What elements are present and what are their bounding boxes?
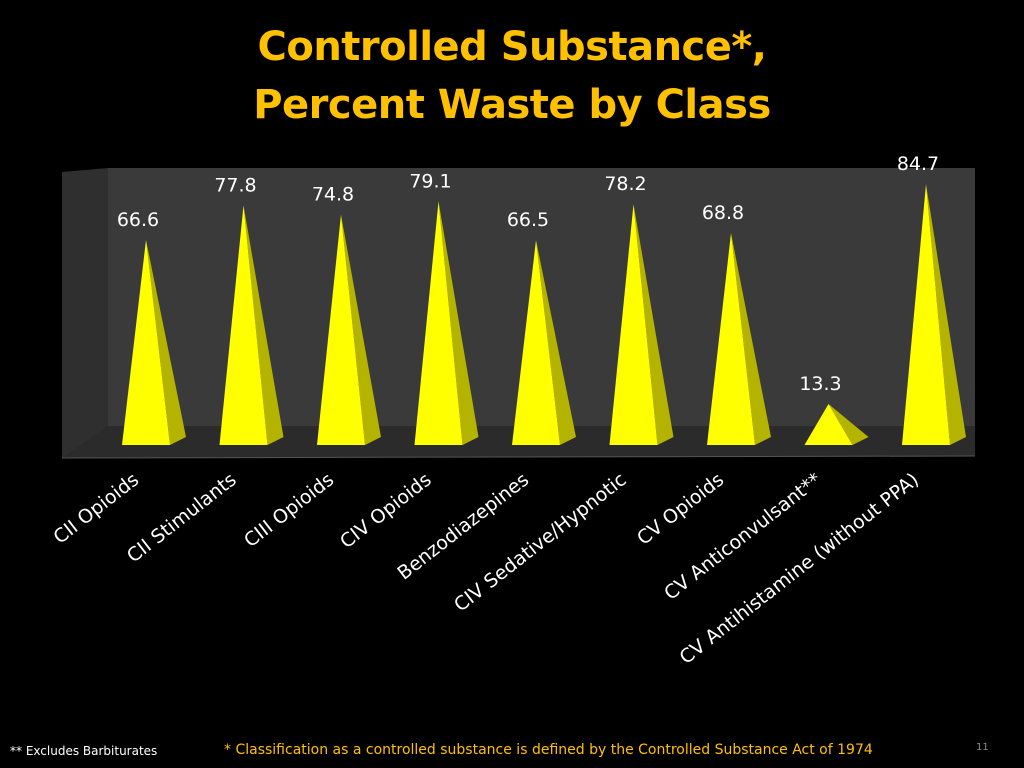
bar-8 — [804, 404, 869, 445]
category-label: CII Opioids — [49, 469, 143, 549]
chart-bars — [122, 184, 966, 445]
category-label: CV Opioids — [633, 469, 728, 550]
bar-7 — [707, 233, 771, 445]
bar-front-face — [902, 184, 950, 445]
data-label: 79.1 — [409, 170, 451, 192]
data-label: 84.7 — [897, 153, 939, 175]
bar-side-face — [341, 214, 381, 445]
bar-side-face — [536, 240, 576, 445]
title-line-2: Percent Waste by Class — [253, 82, 771, 128]
chart-side-wall — [62, 168, 108, 458]
bar-front-face — [707, 233, 755, 445]
bar-front-face — [804, 404, 853, 445]
data-label: 66.6 — [117, 209, 159, 231]
category-label: CIV Opioids — [336, 469, 435, 553]
bar-side-face — [926, 184, 966, 445]
bar-side-face — [633, 204, 674, 445]
title-line-1: Controlled Substance*, — [257, 24, 767, 70]
category-label: CIV Sedative/Hypnotic — [450, 469, 630, 617]
bar-front-face — [317, 214, 365, 445]
bar-3 — [317, 214, 381, 445]
bar-side-face — [438, 201, 479, 445]
bar-side-face — [243, 205, 284, 445]
chart-title: Controlled Substance*, Percent Waste by … — [0, 18, 1024, 134]
data-label: 13.3 — [799, 373, 841, 395]
bar-front-face — [512, 240, 560, 445]
bar-side-face — [146, 239, 186, 445]
slide-number: 11 — [976, 742, 989, 753]
bar-front-face — [122, 239, 170, 445]
bar-9 — [902, 184, 966, 445]
bar-1 — [122, 239, 186, 445]
category-label: CIII Opioids — [240, 469, 338, 552]
bar-6 — [609, 204, 674, 445]
data-label: 66.5 — [507, 209, 549, 231]
bar-side-face — [828, 404, 869, 445]
footnote-classification: * Classification as a controlled substan… — [224, 742, 873, 758]
data-label: 78.2 — [604, 173, 646, 195]
data-label: 77.8 — [214, 174, 256, 196]
footnote-excludes: ** Excludes Barbiturates — [10, 744, 158, 758]
chart-floor-edge — [61, 455, 976, 459]
bar-2 — [219, 205, 284, 445]
bar-4 — [414, 201, 479, 445]
bar-front-face — [414, 201, 463, 445]
data-label: 74.8 — [312, 184, 354, 206]
bar-front-face — [219, 205, 268, 445]
bar-side-face — [731, 233, 771, 445]
chart-value-labels: 66.6 77.8 74.8 79.1 66.5 78.2 68.8 13.3 84.7 — [117, 153, 939, 395]
bar-front-face — [609, 204, 658, 445]
data-label: 68.8 — [702, 202, 744, 224]
category-label: CV Anticonvulsant** — [660, 469, 825, 605]
bar-5 — [512, 240, 576, 445]
